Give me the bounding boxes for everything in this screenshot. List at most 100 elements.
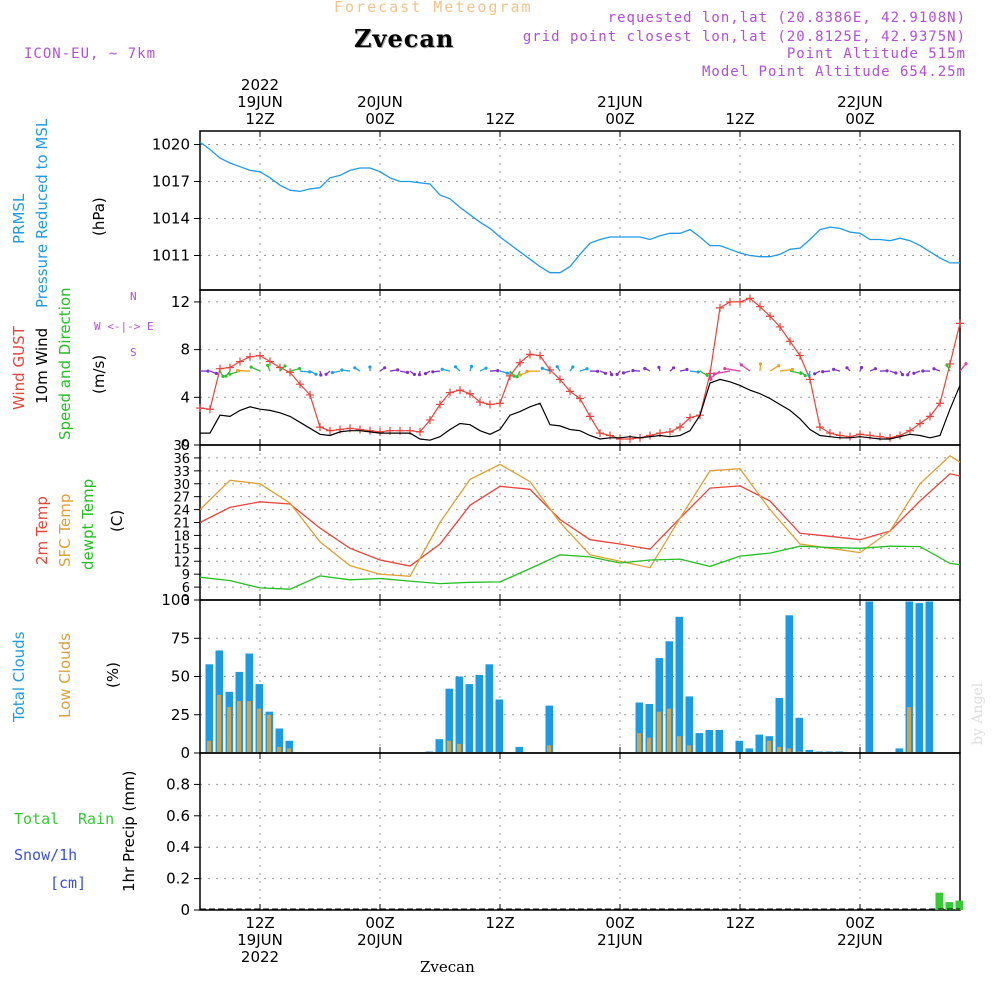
y-tick-label: 39 [173,439,190,454]
top-time-label-line: 20JUN [357,93,403,111]
gust-marker [316,423,324,432]
wind-arrow-head [417,373,422,377]
total-cloud-bar [755,734,763,752]
wind-arrow-head [484,366,488,370]
gust-marker [786,337,794,346]
wind-arrow-head [340,368,344,372]
low-cloud-bar [267,714,271,753]
total-cloud-bar [285,740,293,752]
wind-arrow-head [932,367,936,371]
wind-arrow-head [518,373,523,377]
gust-marker [796,351,804,360]
total-cloud-bar [835,751,843,752]
rain-bar [945,902,953,910]
top-time-label-line: 19JUN [237,93,283,111]
wind-arrow-head [236,368,240,373]
model-altitude: Model Point Altitude 654.25m [701,64,966,80]
y-tick-label: 0.4 [166,838,190,856]
y-tick-label: 8 [180,341,190,359]
gust-marker [446,388,454,397]
low-cloud-bar [787,748,791,752]
y-tick-label: 0 [180,901,190,919]
wind-arrow [740,364,751,372]
y-tick-label: 24 [173,504,190,519]
gust-marker [906,426,914,435]
wind-arrow-head [832,367,836,371]
low-cloud-bar [777,746,781,752]
wind-arrow-head [324,372,328,376]
bottom-time-label-1: 12Z 19JUN 2022 [220,915,300,966]
gust-marker [676,423,684,432]
y-tick-label: 1017 [152,173,190,191]
gust-marker [326,426,334,435]
wind-arrow-head [723,367,727,371]
total-cloud-bar [435,739,443,752]
low-cloud-bar [767,740,771,752]
gust-marker [586,412,594,421]
total-cloud-bar [645,704,653,752]
gust-marker [206,405,214,414]
bottom-time-label-line: 12Z [245,914,275,932]
point-altitude: Point Altitude 515m [786,46,966,62]
compass-n: N [130,290,137,303]
y-tick-label: 27 [173,491,190,506]
y-tick-label: 12 [173,555,190,570]
gust-marker [296,380,304,389]
y-tick-label: 100 [161,591,190,609]
total-cloud-bar [515,746,523,752]
wind-arrow-head [431,370,435,374]
total-cloud-bar [665,641,673,752]
requested-coords: requested lon,lat (20.8386E, 42.9108N) [607,10,966,26]
top-time-label-line: 12Z [245,110,275,128]
total-cloud-bar [895,748,903,752]
temp2m-line [199,473,961,567]
gust-marker [486,400,494,409]
bottom-time-label-2: 00Z 20JUN [340,915,420,966]
gust-marker [476,398,484,407]
rain-bar [935,892,943,910]
wind-arrow-head [906,373,910,377]
gust-marker [716,303,724,312]
wind-arrow-head [206,369,210,373]
wind-arrow-head [813,372,817,376]
low-cloud-bar [237,701,241,752]
wind-arrow-head [758,362,763,366]
gust-marker [666,427,674,436]
total-cloud-bar [785,615,793,752]
rain-label: Rain [78,810,115,828]
bottom-time-label-line: 2022 [240,948,280,966]
y-tick-label: 0.6 [166,807,190,825]
wind-arrow-head [712,372,716,376]
low-cloud-bar [287,748,291,752]
wind-arrow-head [555,365,559,369]
gust-marker [246,352,254,361]
gust-marker [596,429,604,438]
total-cloud-bar [905,601,913,752]
gust-marker [826,429,834,438]
bottom-time-label-line: 20JUN [357,931,403,949]
total-cloud-bar [445,688,453,752]
low-cloud-bar [277,746,281,752]
gust-marker [306,390,314,399]
total-cloud-bar [775,697,783,752]
total-cloud-bar [815,751,823,752]
top-time-label-5: 12Z [700,77,780,128]
total-cloud-bar [655,658,663,752]
wind-arrow-head [405,370,410,374]
total-cloud-bar [925,601,933,752]
top-time-label-3: 12Z [460,77,540,128]
low-cloud-bar [647,737,651,752]
snow-label: Snow/1h [14,846,78,864]
wind-arrow-head [314,372,318,376]
gust-marker [746,294,754,303]
y-tick-label: 15 [173,542,190,557]
wind-arrow-head [228,372,232,376]
total-label: Total [14,810,60,828]
gust-marker [356,425,364,434]
wind-arrow-head [571,365,575,369]
wind-arrow-head [603,371,608,375]
wind-arrow [237,369,251,372]
gust-marker [566,387,574,396]
wind-arrow-head [525,369,529,373]
bottom-time-label-line: 21JUN [597,931,643,949]
